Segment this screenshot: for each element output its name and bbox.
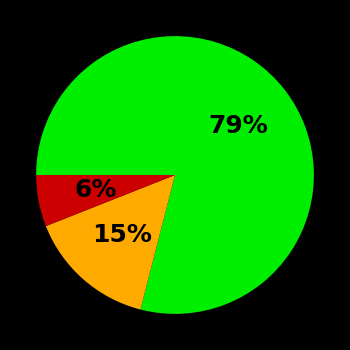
Text: 6%: 6% [75,178,117,202]
Wedge shape [36,36,314,314]
Wedge shape [36,175,175,226]
Text: 15%: 15% [92,223,152,247]
Wedge shape [46,175,175,309]
Text: 79%: 79% [209,114,268,138]
